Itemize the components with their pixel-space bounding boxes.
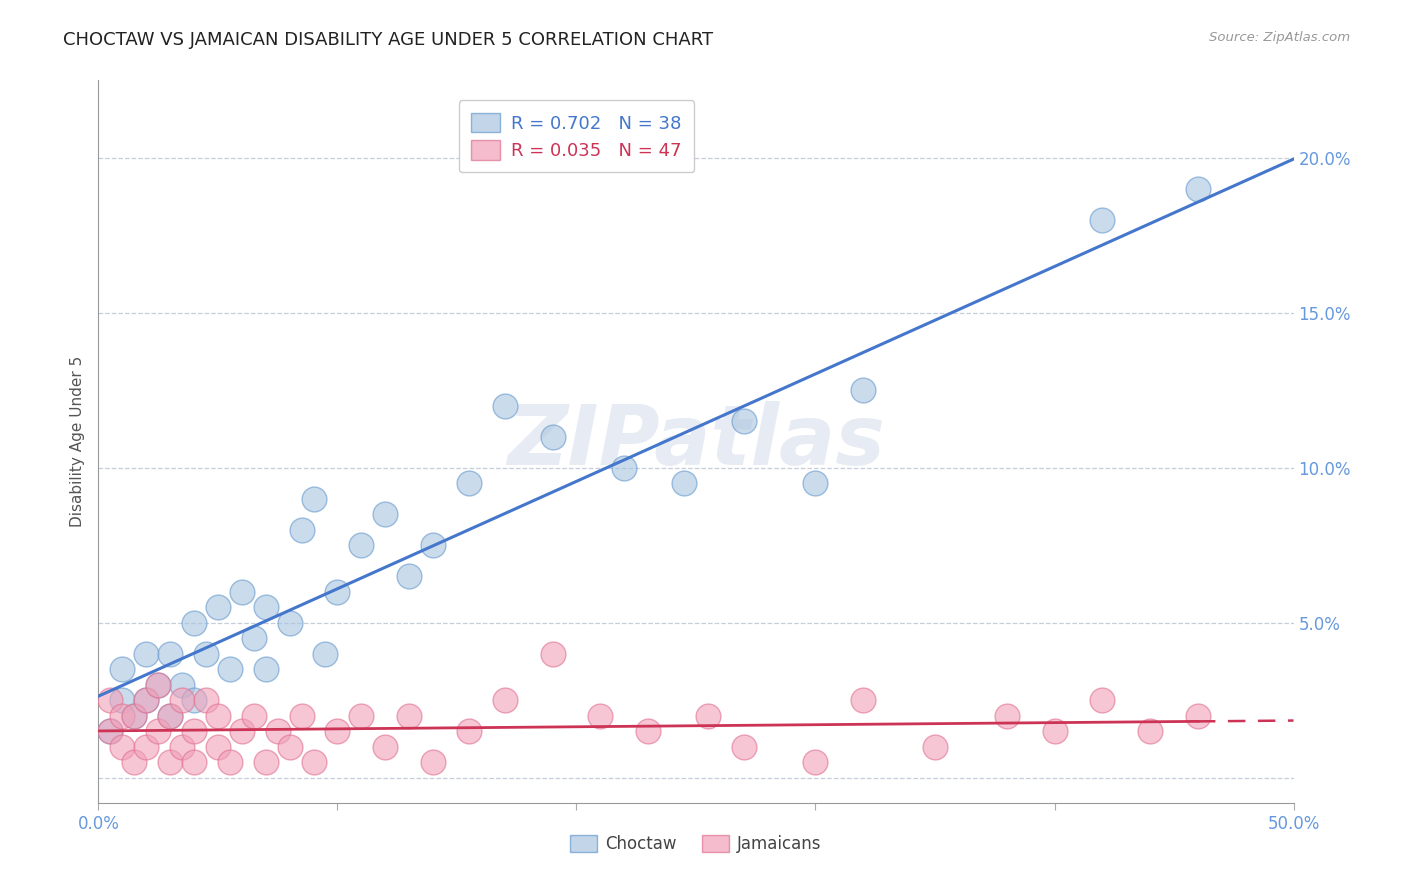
Point — [1139, 724, 1161, 739]
Point — [124, 709, 146, 723]
Point — [135, 693, 157, 707]
Point — [172, 678, 194, 692]
Point — [195, 693, 218, 707]
Point — [172, 693, 194, 707]
Point — [302, 756, 325, 770]
Point — [733, 739, 755, 754]
Point — [1091, 693, 1114, 707]
Point — [278, 739, 301, 754]
Point — [374, 508, 396, 522]
Point — [374, 739, 396, 754]
Point — [494, 693, 516, 707]
Point — [231, 585, 253, 599]
Text: ZIPatlas: ZIPatlas — [508, 401, 884, 482]
Point — [124, 709, 146, 723]
Point — [302, 491, 325, 506]
Point — [219, 756, 242, 770]
Point — [98, 724, 122, 739]
Point — [148, 724, 170, 739]
Point — [350, 709, 373, 723]
Point — [458, 476, 481, 491]
Point — [254, 663, 277, 677]
Legend: Choctaw, Jamaicans: Choctaw, Jamaicans — [564, 828, 828, 860]
Point — [315, 647, 337, 661]
Point — [458, 724, 481, 739]
Point — [135, 647, 157, 661]
Point — [1043, 724, 1066, 739]
Point — [183, 615, 205, 630]
Point — [159, 709, 181, 723]
Point — [267, 724, 290, 739]
Text: Source: ZipAtlas.com: Source: ZipAtlas.com — [1209, 31, 1350, 45]
Point — [159, 756, 181, 770]
Point — [207, 600, 229, 615]
Point — [148, 678, 170, 692]
Point — [207, 709, 229, 723]
Point — [278, 615, 301, 630]
Point — [613, 461, 636, 475]
Point — [589, 709, 612, 723]
Point — [124, 756, 146, 770]
Point — [111, 709, 134, 723]
Point — [159, 709, 181, 723]
Point — [398, 709, 420, 723]
Point — [422, 538, 444, 552]
Point — [350, 538, 373, 552]
Point — [1187, 709, 1209, 723]
Point — [98, 693, 122, 707]
Point — [326, 585, 349, 599]
Point — [183, 693, 205, 707]
Point — [541, 647, 564, 661]
Point — [1187, 182, 1209, 196]
Point — [398, 569, 420, 583]
Y-axis label: Disability Age Under 5: Disability Age Under 5 — [69, 356, 84, 527]
Point — [673, 476, 696, 491]
Point — [111, 739, 134, 754]
Point — [135, 693, 157, 707]
Point — [733, 414, 755, 428]
Point — [243, 709, 266, 723]
Point — [159, 647, 181, 661]
Point — [183, 756, 205, 770]
Point — [195, 647, 218, 661]
Point — [924, 739, 946, 754]
Point — [111, 693, 134, 707]
Point — [541, 430, 564, 444]
Point — [1091, 212, 1114, 227]
Point — [207, 739, 229, 754]
Point — [254, 600, 277, 615]
Point — [697, 709, 720, 723]
Text: CHOCTAW VS JAMAICAN DISABILITY AGE UNDER 5 CORRELATION CHART: CHOCTAW VS JAMAICAN DISABILITY AGE UNDER… — [63, 31, 713, 49]
Point — [637, 724, 659, 739]
Point — [995, 709, 1018, 723]
Point — [135, 739, 157, 754]
Point — [172, 739, 194, 754]
Point — [326, 724, 349, 739]
Point — [852, 384, 875, 398]
Point — [243, 632, 266, 646]
Point — [254, 756, 277, 770]
Point — [804, 756, 827, 770]
Point — [291, 523, 314, 537]
Point — [98, 724, 122, 739]
Point — [148, 678, 170, 692]
Point — [231, 724, 253, 739]
Point — [852, 693, 875, 707]
Point — [291, 709, 314, 723]
Point — [804, 476, 827, 491]
Point — [219, 663, 242, 677]
Point — [422, 756, 444, 770]
Point — [494, 399, 516, 413]
Point — [183, 724, 205, 739]
Point — [111, 663, 134, 677]
